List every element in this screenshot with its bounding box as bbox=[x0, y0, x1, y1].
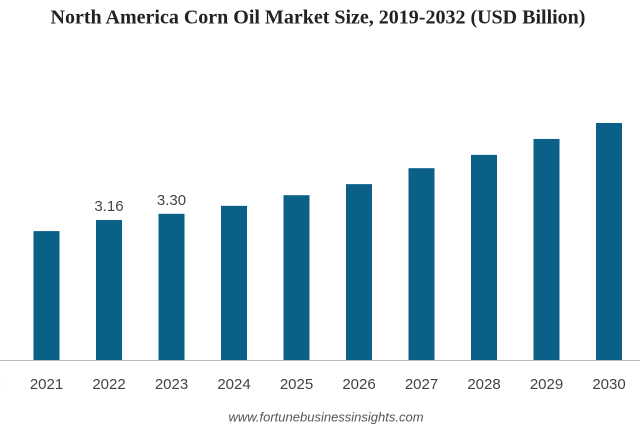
bar bbox=[408, 168, 435, 360]
bar bbox=[221, 205, 247, 360]
x-tick-label: 2021 bbox=[30, 376, 63, 393]
x-tick-label: 2025 bbox=[280, 376, 313, 393]
value-label: 3.16 bbox=[94, 198, 123, 215]
x-tick-label: 2026 bbox=[342, 376, 375, 393]
x-tick-label: 2030 bbox=[592, 376, 625, 393]
x-tick-label: 2024 bbox=[217, 376, 250, 393]
bar bbox=[471, 154, 497, 360]
x-tick-label: 2022 bbox=[92, 376, 125, 393]
bar bbox=[533, 138, 560, 360]
bar bbox=[596, 122, 622, 361]
x-tick-label: 2029 bbox=[530, 376, 563, 393]
bar bbox=[33, 231, 60, 360]
bar bbox=[158, 213, 185, 360]
source-note: www.fortunebusinessinsights.com bbox=[228, 409, 423, 424]
chart-title: North America Corn Oil Market Size, 2019… bbox=[51, 7, 586, 29]
x-tick-label: 2020 bbox=[0, 376, 1, 393]
bar bbox=[346, 184, 372, 360]
x-tick-label: 2023 bbox=[155, 376, 188, 393]
x-tick-label: 2027 bbox=[405, 376, 438, 393]
bar bbox=[96, 220, 122, 360]
value-label: 3.30 bbox=[157, 192, 186, 209]
x-tick-label: 2028 bbox=[467, 376, 500, 393]
bar bbox=[283, 195, 310, 360]
